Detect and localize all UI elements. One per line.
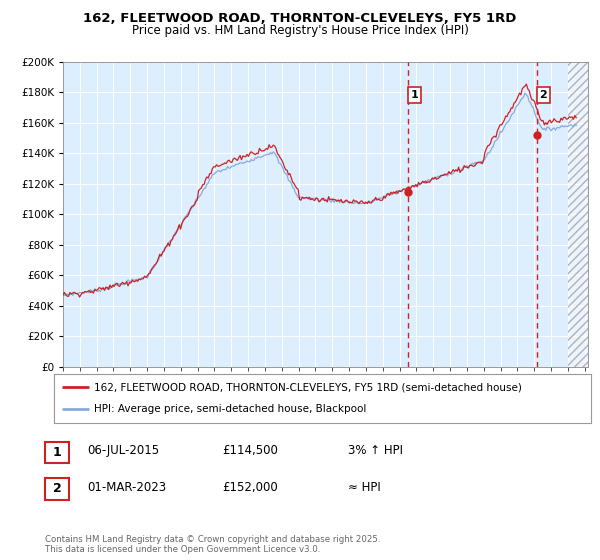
- Text: Contains HM Land Registry data © Crown copyright and database right 2025.
This d: Contains HM Land Registry data © Crown c…: [45, 535, 380, 554]
- Text: 3% ↑ HPI: 3% ↑ HPI: [348, 444, 403, 458]
- Text: HPI: Average price, semi-detached house, Blackpool: HPI: Average price, semi-detached house,…: [94, 404, 367, 414]
- Bar: [568, 62, 588, 367]
- Text: £152,000: £152,000: [222, 480, 278, 494]
- Text: 2: 2: [53, 482, 61, 496]
- Text: 162, FLEETWOOD ROAD, THORNTON-CLEVELEYS, FY5 1RD: 162, FLEETWOOD ROAD, THORNTON-CLEVELEYS,…: [83, 12, 517, 25]
- Text: 06-JUL-2015: 06-JUL-2015: [87, 444, 159, 458]
- Text: £114,500: £114,500: [222, 444, 278, 458]
- Text: 162, FLEETWOOD ROAD, THORNTON-CLEVELEYS, FY5 1RD (semi-detached house): 162, FLEETWOOD ROAD, THORNTON-CLEVELEYS,…: [94, 382, 522, 393]
- Text: 2: 2: [539, 90, 547, 100]
- Text: ≈ HPI: ≈ HPI: [348, 480, 381, 494]
- Text: 1: 1: [53, 446, 61, 459]
- Bar: [568, 62, 588, 367]
- Text: 1: 1: [410, 90, 418, 100]
- Text: 01-MAR-2023: 01-MAR-2023: [87, 480, 166, 494]
- Text: Price paid vs. HM Land Registry's House Price Index (HPI): Price paid vs. HM Land Registry's House …: [131, 24, 469, 37]
